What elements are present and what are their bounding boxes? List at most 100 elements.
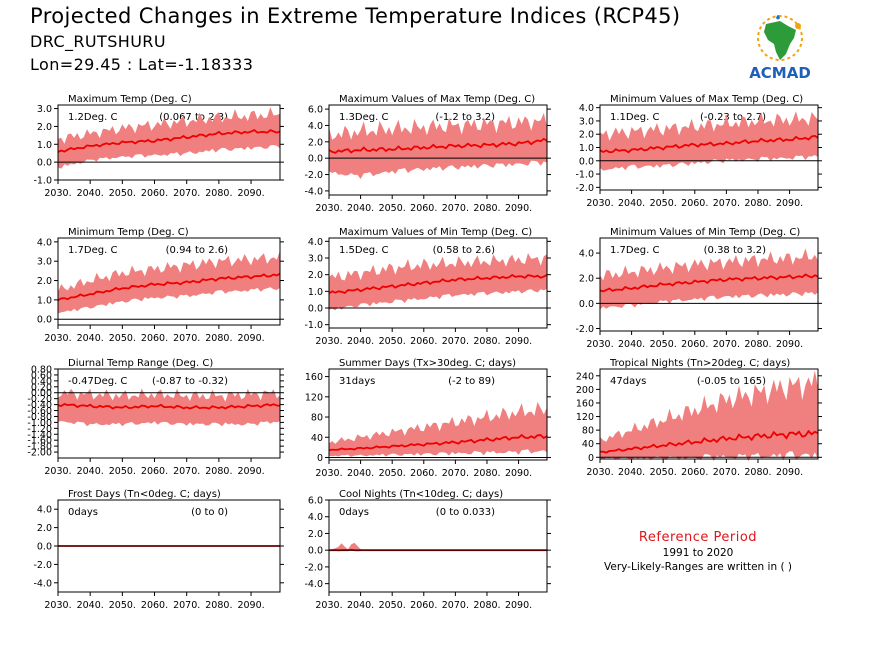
x-tick-label: 2030. [586,198,613,209]
plot-frame [57,368,281,459]
x-tick-label: 2070. [713,467,740,478]
x-tick-label: 2070. [713,339,740,350]
panel-range: (0 to 0) [191,507,228,518]
x-tick-label: 2040. [618,339,645,350]
panel-title: Diurnal Temp Range (Deg. C) [68,358,213,369]
y-tick-label: 0.0 [37,158,52,169]
y-tick-label: 6.0 [308,105,323,116]
panel-title: Minimum Values of Min Temp (Deg. C) [610,227,800,238]
x-tick-label: 2090. [776,198,803,209]
y-tick-label: 160 [305,372,323,383]
panel-value: 1.7Deg. C [610,245,659,256]
y-tick-label: 2.0 [37,276,52,287]
y-tick-label: 80 [311,413,323,424]
x-tick-label: 2050. [109,333,136,344]
x-tick-label: 2070. [173,466,200,477]
x-tick-label: 2080. [473,336,500,347]
y-tick-label: -1.0 [33,176,52,187]
x-tick-label: 2030. [44,333,71,344]
x-tick-label: 2060. [681,339,708,350]
median-line [328,273,548,295]
y-tick-label: 80 [582,426,594,437]
likely-range-band [329,112,547,179]
panel-title: Frost Days (Tn<0deg. C; days) [68,489,221,500]
y-tick-label: 40 [311,433,323,444]
y-tick-label: 0.00 [31,388,52,399]
x-tick-label: 2060. [681,198,708,209]
x-tick-label: 2080. [473,468,500,479]
y-tick-label: 120 [576,412,594,423]
x-tick-label: 2060. [410,336,437,347]
x-tick-label: 2030. [315,468,342,479]
y-tick-label: 0 [588,453,594,464]
x-tick-label: 2040. [77,188,104,199]
y-tick-label: 0.0 [579,299,594,310]
likely-range-band [58,107,280,169]
reference-note: Very-Likely-Ranges are written in ( ) [604,561,792,573]
x-tick-label: 2040. [77,466,104,477]
y-tick-label: 0.0 [308,546,323,557]
y-tick-label: 3.0 [579,116,594,127]
y-tick-label: 0.40 [31,376,52,387]
y-tick-label: 3.0 [37,104,52,115]
y-tick-label: 1.0 [308,287,323,298]
panel-title: Minimum Values of Max Temp (Deg. C) [610,94,803,105]
plot-frame [328,104,548,196]
y-tick-label: 3.0 [308,254,323,265]
y-tick-label: 2.0 [308,270,323,281]
y-tick-label: -2.0 [304,170,323,181]
x-tick-label: 2080. [744,339,771,350]
location-label: DRC_RUTSHURU [30,32,166,51]
x-tick-label: 2030. [586,339,613,350]
panel-value: 0days [339,507,369,518]
x-tick-label: 2090. [237,188,264,199]
reference-title: Reference Period [638,530,758,545]
x-tick-label: 2050. [650,467,677,478]
panel-range: (0.58 to 2.6) [433,245,495,256]
x-tick-label: 2050. [109,188,136,199]
x-tick-label: 2090. [505,468,532,479]
x-tick-label: 2090. [776,339,803,350]
panel-range: (-0.23 to 2.7) [700,112,766,123]
x-tick-label: 2040. [77,333,104,344]
x-tick-label: 2060. [410,468,437,479]
y-tick-label: 160 [576,398,594,409]
y-tick-label: 4.0 [579,249,594,260]
median-line [328,137,548,154]
likely-range-band [600,111,818,171]
chart-panel: Minimum Values of Max Temp (Deg. C) 1.1De… [575,94,822,209]
x-tick-label: 2080. [744,467,771,478]
panel-title: Minimum Temp (Deg. C) [68,227,189,238]
acmad-logo: ACMAD [749,15,811,82]
x-tick-label: 2040. [347,203,374,214]
median-line [57,129,281,153]
y-tick-label: -2.0 [33,560,52,571]
y-tick-label: 4.0 [308,121,323,132]
plot-frame [599,368,819,460]
panel-range: (-1.2 to 3.2) [435,112,495,123]
x-tick-label: 2080. [205,333,232,344]
x-tick-label: 2060. [410,203,437,214]
y-tick-label: -1.60 [27,436,52,447]
x-tick-label: 2090. [237,333,264,344]
x-tick-label: 2080. [473,203,500,214]
x-tick-label: 2090. [505,203,532,214]
x-tick-label: 2050. [109,466,136,477]
x-tick-label: 2040. [347,336,374,347]
x-tick-label: 2070. [173,333,200,344]
y-tick-label: 6.0 [308,496,323,507]
coordinates-label: Lon=29.45 : Lat=-1.18333 [30,55,254,74]
y-tick-label: 2.0 [37,122,52,133]
x-tick-label: 2090. [237,600,264,611]
panel-title: Summer Days (Tx>30deg. C; days) [339,358,516,369]
panel-range: (-0.05 to 165) [697,376,766,387]
y-tick-label: 0.0 [37,542,52,553]
y-tick-label: -1.20 [27,424,52,435]
panel-title: Tropical Nights (Tn>20deg. C; days) [609,358,790,369]
y-tick-label: -2.0 [304,562,323,573]
africa-map-logo-icon [757,15,803,61]
y-tick-label: 0.20 [31,382,52,393]
likely-range-band [600,370,818,462]
plot-frame [599,237,819,332]
